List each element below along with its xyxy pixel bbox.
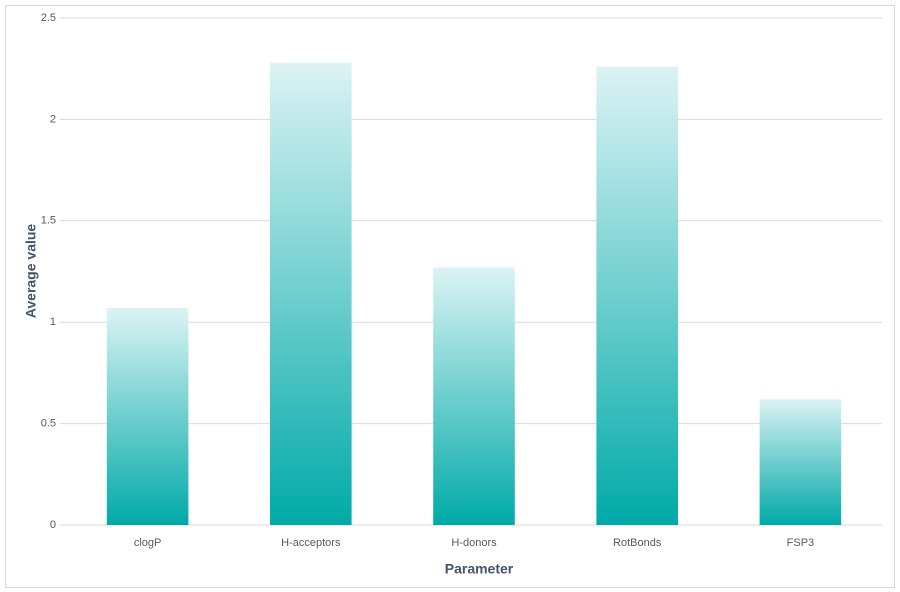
y-tick-label: 0.5: [41, 418, 56, 430]
x-tick-label: RotBonds: [613, 537, 662, 549]
x-tick-label: H-acceptors: [281, 537, 341, 549]
y-tick-label: 2: [50, 113, 56, 125]
y-tick-label: 2.5: [41, 12, 56, 24]
x-axis-title: Parameter: [445, 561, 514, 577]
y-tick-label: 1: [50, 316, 56, 328]
y-tick-label: 0: [50, 519, 56, 531]
y-tick-label: 1.5: [41, 215, 56, 227]
x-tick-label: clogP: [134, 537, 162, 549]
x-tick-label: FSP3: [787, 537, 815, 549]
bar: [270, 62, 352, 526]
bar: [759, 399, 842, 525]
bar: [596, 66, 678, 525]
x-tick-label: H-donors: [451, 537, 497, 549]
bar: [106, 308, 189, 525]
y-axis-title: Average value: [23, 224, 39, 319]
bar: [433, 267, 515, 525]
